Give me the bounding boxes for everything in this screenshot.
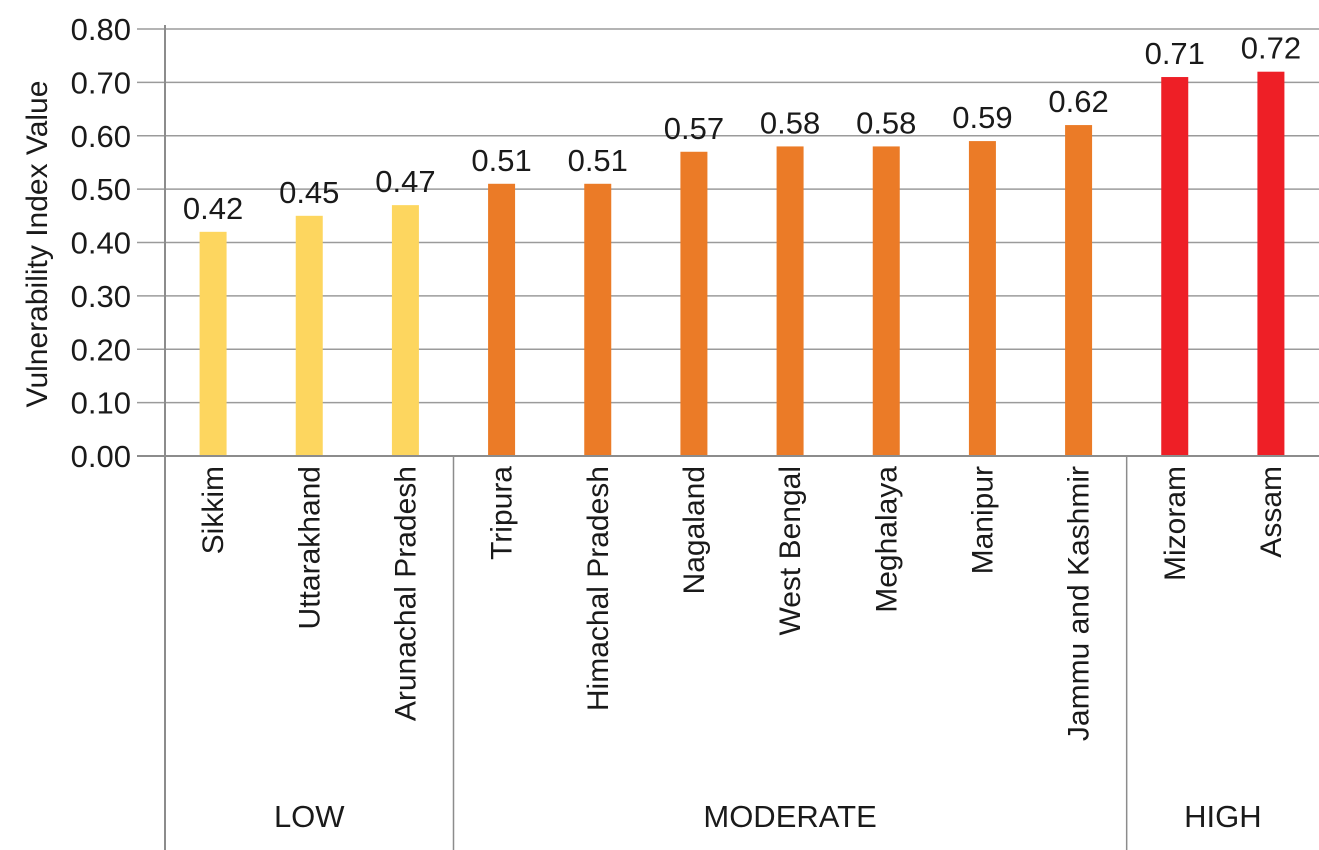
y-tick-label: 0.50 [71, 172, 131, 207]
data-label: 0.47 [375, 164, 435, 199]
bars [199, 71, 1285, 457]
category-label: Jammu and Kashmir [1063, 466, 1096, 741]
y-tick-label: 0.60 [71, 119, 131, 154]
axes [137, 25, 1319, 850]
data-label: 0.51 [471, 143, 531, 178]
bar [584, 183, 612, 456]
y-tick-label: 0.00 [71, 439, 131, 474]
bar [1065, 125, 1093, 456]
bar [776, 146, 804, 457]
data-label: 0.57 [664, 111, 724, 146]
data-label: 0.42 [183, 191, 243, 226]
data-label: 0.62 [1048, 84, 1108, 119]
bar [391, 205, 419, 456]
data-label: 0.45 [279, 175, 339, 210]
y-axis-label: Vulnerability Index Value [21, 81, 54, 408]
bar [680, 151, 708, 456]
data-label: 0.59 [952, 100, 1012, 135]
y-tick-label: 0.70 [71, 65, 131, 100]
y-tick-label: 0.20 [71, 332, 131, 367]
data-label: 0.72 [1241, 31, 1301, 66]
y-tick-label: 0.30 [71, 279, 131, 314]
category-labels: Sikkim Uttarakhand Arunachal Pradesh Tripur… [197, 466, 1288, 741]
bar [295, 215, 323, 456]
y-tick-label: 0.80 [71, 12, 131, 47]
y-tick-label: 0.10 [71, 386, 131, 421]
group-label: MODERATE [703, 799, 876, 834]
category-label: Meghalaya [870, 466, 903, 613]
category-label: Manipur [966, 466, 999, 574]
category-label: Arunachal Pradesh [389, 466, 422, 721]
data-label: 0.58 [760, 105, 820, 140]
data-label: 0.71 [1145, 36, 1205, 71]
category-label: Mizoram [1159, 466, 1192, 581]
data-label: 0.58 [856, 105, 916, 140]
data-labels: 0.42 0.45 0.47 0.51 0.51 0.57 0.58 0.58 0.59 0.62… [183, 31, 1301, 226]
gridlines [137, 28, 1319, 404]
bar [1161, 77, 1189, 456]
group-label: HIGH [1184, 799, 1262, 834]
bar [872, 146, 900, 457]
category-label: Himachal Pradesh [582, 466, 615, 711]
category-label: Uttarakhand [293, 466, 326, 629]
group-labels: LOW MODERATE HIGH [274, 799, 1262, 834]
group-label: LOW [274, 799, 345, 834]
category-label: Assam [1255, 466, 1288, 558]
bar [488, 183, 516, 456]
bar [199, 231, 227, 456]
category-label: West Bengal [774, 466, 807, 636]
y-tick-labels: 0.00 0.10 0.20 0.30 0.40 0.50 0.60 0.70 0.80 [71, 12, 131, 474]
y-tick-label: 0.40 [71, 226, 131, 261]
data-label: 0.51 [568, 143, 628, 178]
category-label: Sikkim [197, 466, 230, 554]
bar [1257, 71, 1285, 456]
category-label: Nagaland [678, 466, 711, 594]
bar [968, 141, 996, 456]
category-label: Tripura [486, 466, 519, 560]
